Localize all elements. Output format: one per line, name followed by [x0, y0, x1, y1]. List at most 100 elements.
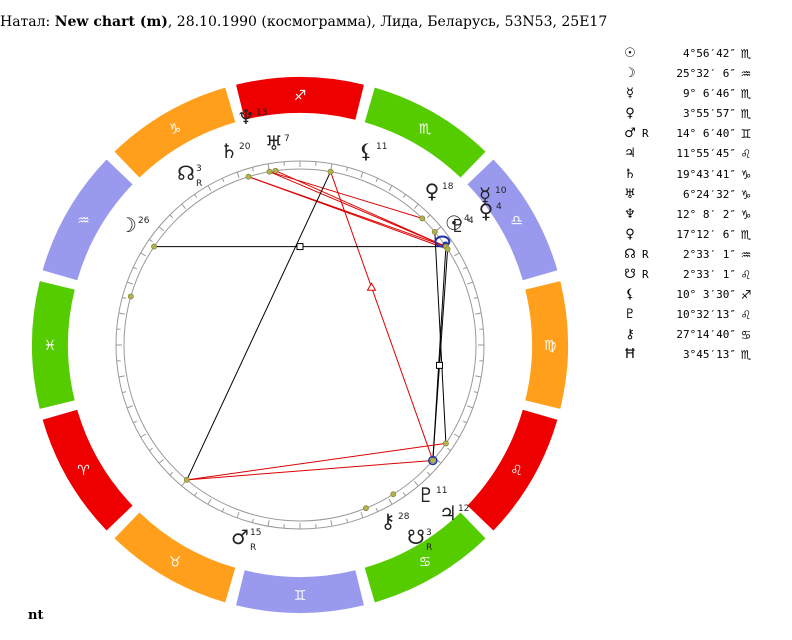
planet-glyph-node-south[interactable]: ☋ 3 R [407, 525, 432, 553]
footer-label: nt [28, 608, 44, 623]
retrograde-flag [642, 84, 656, 104]
position-row-mercury: ☿ 9° 6′46″ ♏ [618, 84, 756, 104]
degree-tick [140, 252, 147, 257]
degree-tick [360, 171, 364, 178]
aspect-line [330, 171, 434, 461]
sign-glyph: ♌ [740, 268, 752, 283]
planet-degree: 7 [284, 134, 290, 144]
zodiac-segment-aries [42, 409, 133, 531]
degree-tick [194, 492, 198, 497]
degree-tick [236, 171, 240, 178]
position-row-lilith: ⚸ 10° 3′30″ ♐ [618, 285, 756, 305]
sign-glyph: ♐ [740, 288, 752, 303]
aspect-line [186, 171, 332, 481]
degree-tick [467, 405, 474, 409]
planet-dot-mercury [431, 228, 438, 235]
planet-degree: 4 [496, 202, 502, 212]
degree-tick [473, 296, 478, 299]
degree-tick [158, 459, 164, 464]
zodiac-segment-cancer [364, 512, 486, 603]
degree-tick [126, 405, 133, 409]
zodiac-glyph-sagittarius: ♐ [294, 88, 307, 104]
planet-glyph-uranus[interactable]: ♅ 7 [265, 131, 290, 155]
planet-glyph: ☉ [624, 46, 636, 61]
planet-glyph-pluto[interactable]: ♇ 11 [417, 483, 447, 507]
planet-glyph-venus[interactable]: ♀ 4 [479, 199, 502, 223]
planet-dot-proserpina [419, 215, 426, 222]
planet-glyph: ⚸ [625, 287, 635, 303]
degree-value: 2°33′ 1″ [683, 247, 736, 261]
degree-value: 11°55′45″ [676, 147, 736, 161]
zodiac-ring: ♈ ♉ ♊ ♋ ♌ ♍ ♎ ♏ ♐ ♑ ♒ ♓ [31, 77, 568, 613]
planet-glyph: Ħ [624, 347, 636, 363]
planet-glyph-proserpina[interactable]: ♀ 18 [425, 179, 454, 203]
zodiac-glyph-capricorn: ♑ [169, 121, 182, 137]
retrograde-flag [642, 345, 656, 365]
zodiac-segment-capricorn [114, 87, 236, 178]
retrograde-marker: R [426, 543, 432, 553]
degree-value: 3°45′13″ [683, 348, 736, 362]
position-row-chiron: ⚷ 27°14′40″ ♋ [618, 325, 756, 345]
planet-glyph-chiron[interactable]: ⚷ 28 [381, 509, 410, 533]
zodiac-segment-aquarius [42, 159, 133, 281]
degree-value: 12° 8′ 2″ [676, 207, 736, 221]
sign-glyph: ♊ [740, 127, 752, 142]
planet-glyph-sun[interactable]: ☉ 4 [445, 211, 470, 235]
degree-tick [169, 471, 174, 476]
retrograde-marker: R [250, 543, 256, 553]
retrograde-flag [642, 225, 656, 245]
zodiac-segment-scorpio [364, 87, 486, 178]
sign-glyph: ♏ [740, 47, 752, 61]
zodiac-glyph-libra: ♎ [510, 213, 523, 229]
planet-glyph-mars[interactable]: ♂ 15 R [231, 525, 261, 553]
planet-glyph-node-north[interactable]: ☊ 3 R [177, 161, 202, 189]
degree-tick [122, 391, 127, 394]
degree-tick [402, 492, 406, 497]
aspect-line [434, 231, 447, 444]
planet-glyph-saturn[interactable]: ♄ 20 [220, 139, 251, 163]
degree-tick [148, 239, 153, 243]
planet-glyph-neptune[interactable]: ♆ 13 [237, 105, 267, 129]
zodiac-glyph-gemini: ♊ [294, 588, 307, 604]
planet-glyph-moon[interactable]: ☽ 26 [119, 213, 150, 237]
zodiac-segment-libra [467, 159, 558, 281]
zodiac-glyph-aries: ♈ [77, 463, 90, 479]
planet-dot-moon [127, 293, 134, 300]
planet-degree: 15 [250, 528, 261, 538]
position-row-neptune: ♆ 12° 8′ 2″ ♑ [618, 205, 756, 225]
positions-table: ☉ 4°56′42″ ♏ ☽ 25°32′ 6″ ♒ ☿ 9° 6′46″ ♏ ♀ 3°55′57″… [618, 44, 756, 366]
planet-glyph-lilith[interactable]: ⚸ 11 [359, 139, 388, 163]
degree-value: 10° 3′30″ [676, 288, 736, 302]
zodiac-glyph-cancer: ♋ [419, 555, 432, 571]
aspect-line [269, 171, 423, 219]
degree-tick [388, 185, 393, 192]
sign-glyph: ♒ [740, 67, 752, 82]
degree-tick [221, 507, 225, 512]
degree-tick [169, 214, 174, 219]
header-prefix: Натал: [0, 14, 55, 30]
sign-glyph: ♒ [740, 247, 752, 262]
planet-glyphs: ☉ 4☽ 26☿ 10♀ 4♂ 15R♃ 12♄ 20 ♅ 7♆ 13♀ 18☊ 3R☋ 3R⚸ 11♇ 11… [119, 105, 507, 553]
planet-glyph-mercury[interactable]: ☿ 10 [479, 183, 507, 207]
degree-value: 27°14′40″ [676, 328, 736, 342]
planet-glyph: ♅ [624, 186, 636, 202]
degree-tick [453, 252, 460, 257]
degree-tick [207, 498, 212, 505]
retrograde-flag [642, 44, 656, 64]
zodiac-glyph-scorpio: ♏ [419, 121, 432, 137]
sign-glyph: ♏ [740, 107, 752, 122]
planet-glyph-jupiter[interactable]: ♃ 12 [439, 501, 469, 525]
degree-value: 4°56′42″ [683, 47, 736, 60]
zodiac-segment-leo [467, 409, 558, 531]
planet-glyph: ☋ [624, 267, 636, 283]
position-row-other: Ħ 3°45′13″ ♏ [618, 345, 756, 365]
retrograde-flag [642, 144, 656, 164]
planet-glyph-cluster[interactable]: ♇ 4 [450, 216, 474, 237]
sign-glyph: ♌ [740, 147, 752, 162]
planet-degree: 11 [376, 142, 387, 152]
degree-tick [475, 375, 482, 378]
planet-degree: 18 [442, 182, 454, 192]
planet-symbol: ☽ [119, 213, 137, 237]
degree-tick [447, 447, 452, 451]
planet-glyph: ☊ [624, 246, 636, 262]
